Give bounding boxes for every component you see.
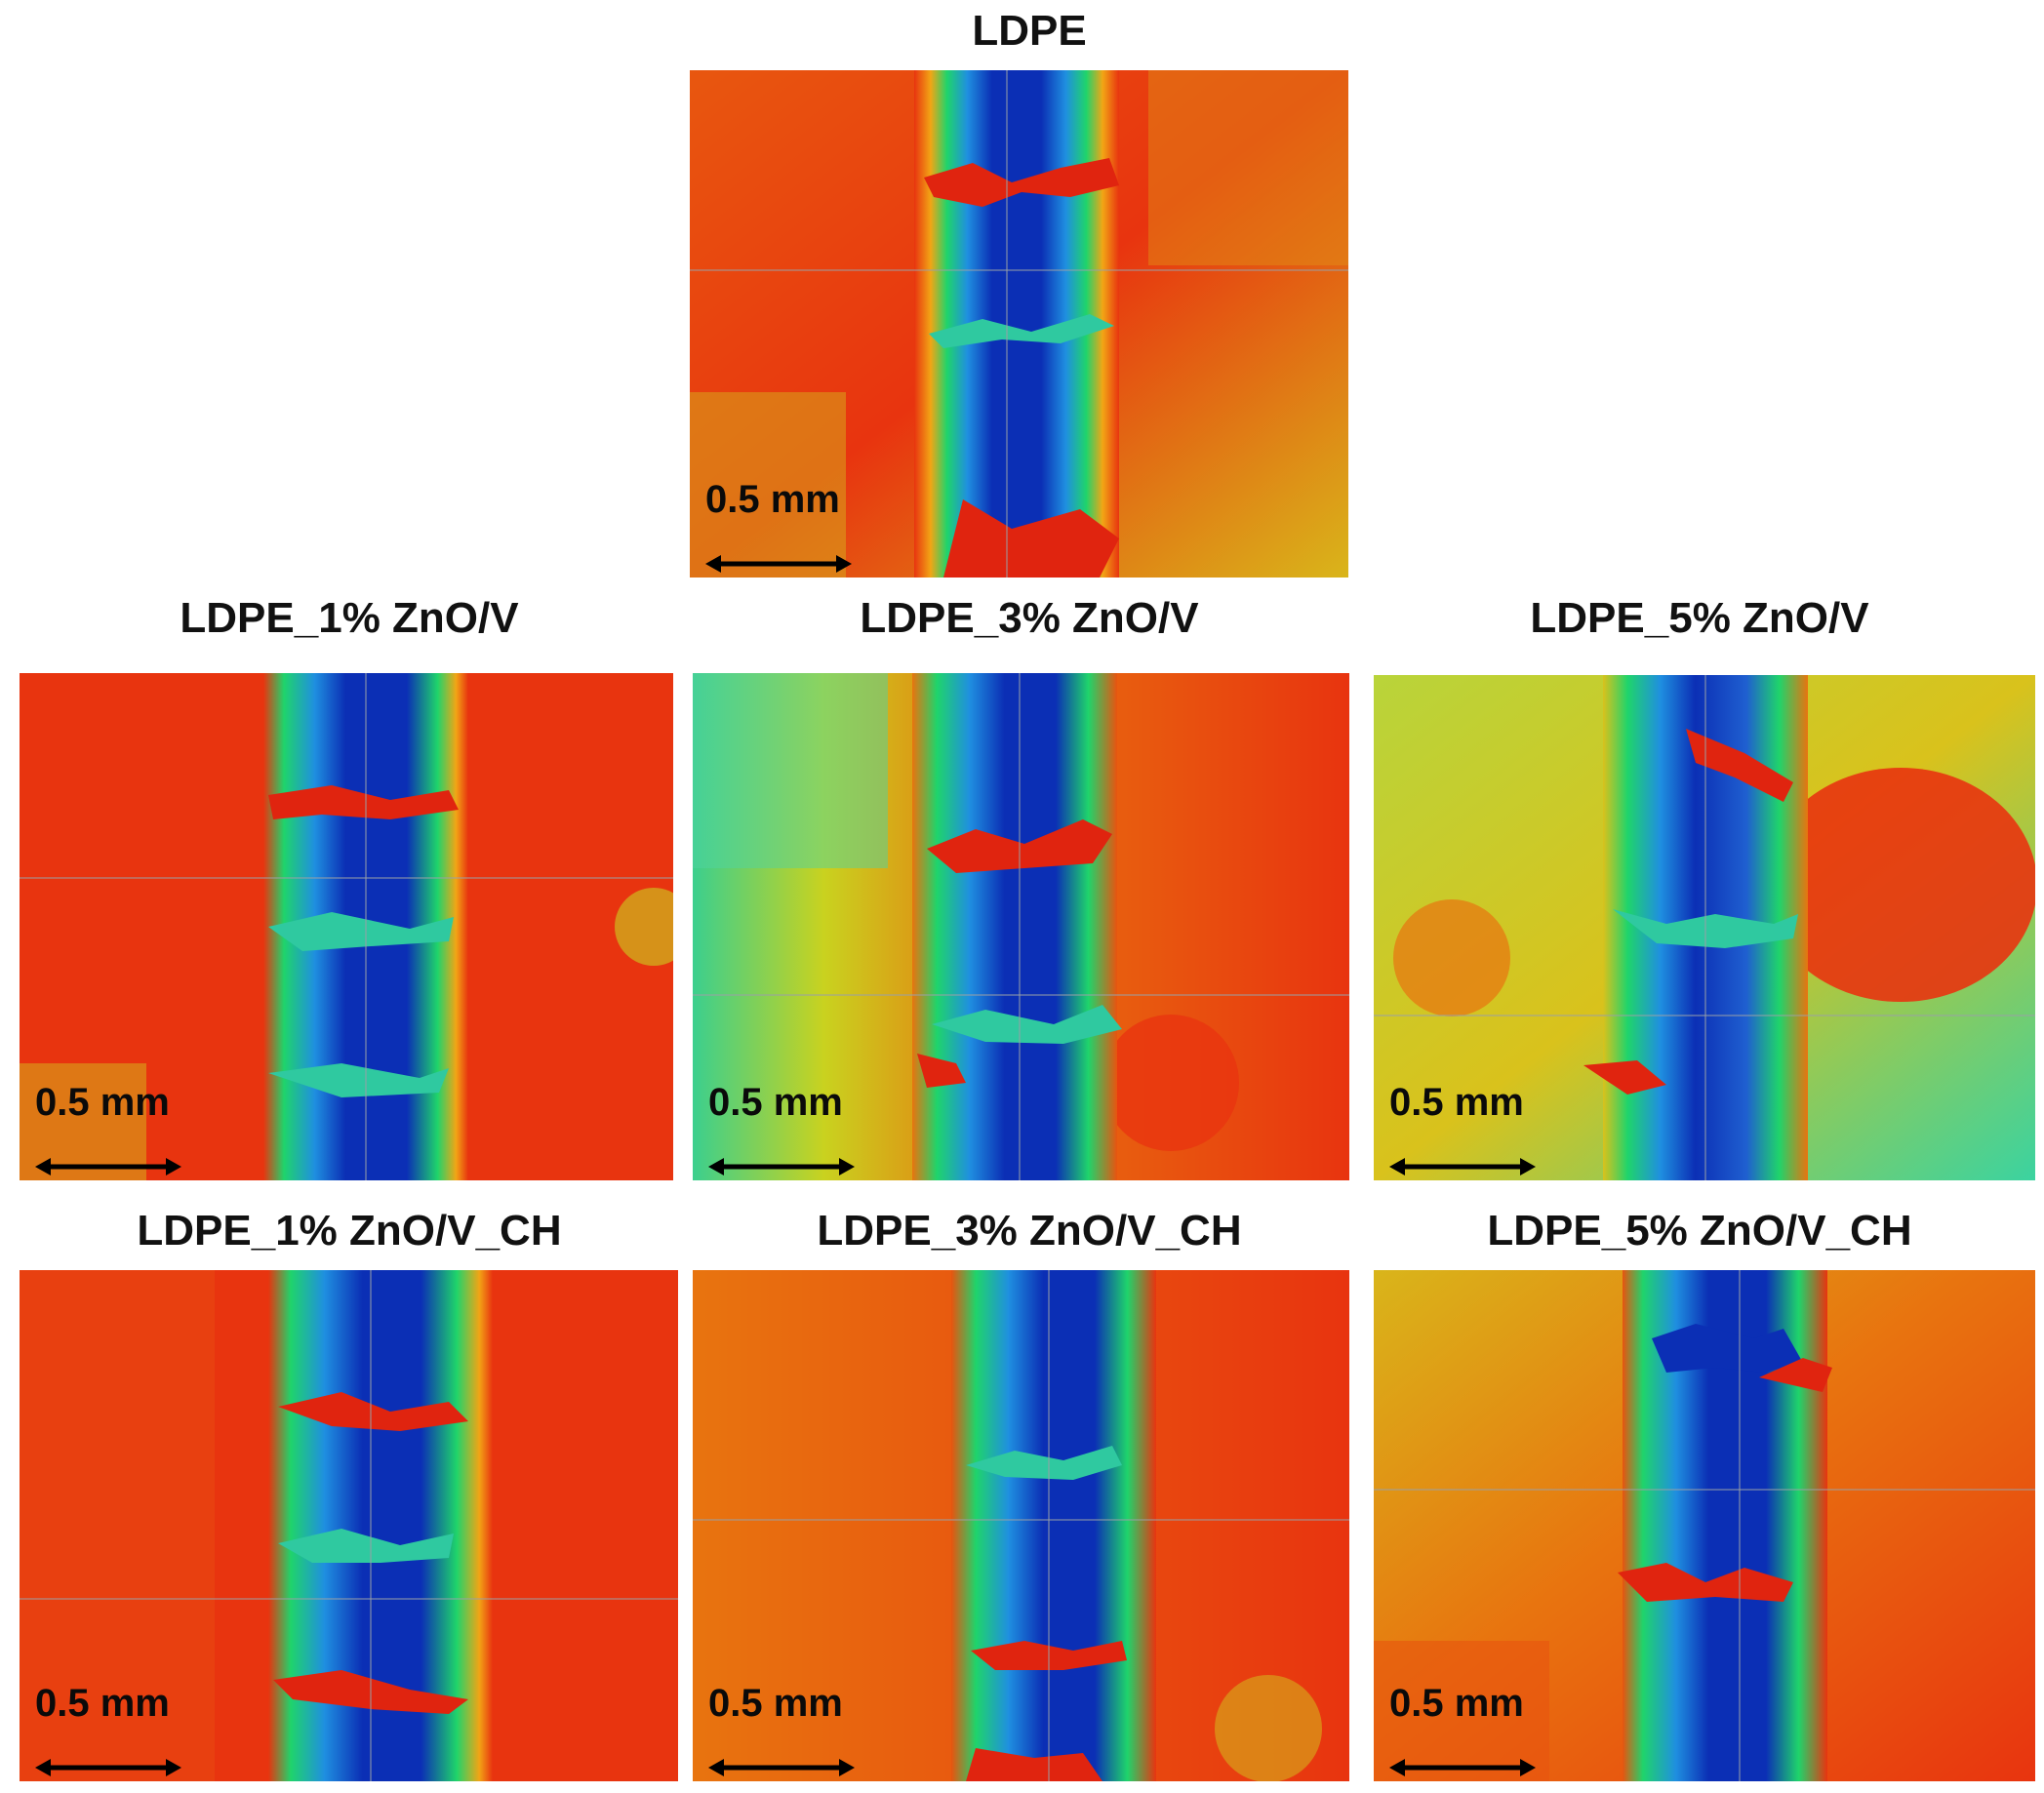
double-arrow-icon — [1389, 1158, 1536, 1175]
scale-bar-label: 0.5 mm — [35, 1682, 170, 1725]
scale-bar-label: 0.5 mm — [705, 478, 840, 521]
scale-bar: 0.5 mm — [1389, 1682, 1536, 1776]
panel-title-ch5: LDPE_5% ZnO/V_CH — [1487, 1207, 1912, 1255]
double-arrow-icon — [705, 555, 852, 573]
height-map-image — [1374, 1270, 2035, 1781]
double-arrow-icon — [35, 1158, 181, 1175]
height-map-zn5: 0.5 mm — [1374, 675, 2035, 1180]
double-arrow-icon — [1389, 1759, 1536, 1776]
panel-title-ch3: LDPE_3% ZnO/V_CH — [817, 1207, 1242, 1255]
height-map-ldpe: 0.5 mm — [690, 70, 1348, 578]
panel-title-zn3: LDPE_3% ZnO/V — [860, 594, 1199, 642]
double-arrow-icon — [35, 1759, 181, 1776]
height-map-ch3: 0.5 mm — [693, 1270, 1349, 1781]
scale-bar: 0.5 mm — [708, 1081, 855, 1175]
scale-bar-label: 0.5 mm — [708, 1081, 843, 1124]
height-map-ch5: 0.5 mm — [1374, 1270, 2035, 1781]
scale-bar: 0.5 mm — [708, 1682, 855, 1776]
panel-title-ldpe: LDPE — [972, 7, 1087, 55]
height-map-zn1: 0.5 mm — [20, 673, 673, 1180]
scale-bar: 0.5 mm — [35, 1081, 181, 1175]
scale-bar-label: 0.5 mm — [1389, 1682, 1524, 1725]
height-map-ch1: 0.5 mm — [20, 1270, 678, 1781]
scale-bar-label: 0.5 mm — [35, 1081, 170, 1124]
height-map-image — [690, 70, 1348, 578]
double-arrow-icon — [708, 1158, 855, 1175]
height-map-zn3: 0.5 mm — [693, 673, 1349, 1180]
panel-title-zn1: LDPE_1% ZnO/V — [180, 594, 519, 642]
height-map-image — [20, 673, 673, 1180]
panel-title-ch1: LDPE_1% ZnO/V_CH — [137, 1207, 562, 1255]
double-arrow-icon — [708, 1759, 855, 1776]
panel-title-zn5: LDPE_5% ZnO/V — [1530, 594, 1869, 642]
height-map-image — [693, 673, 1349, 1180]
scale-bar-label: 0.5 mm — [708, 1682, 843, 1725]
scale-bar: 0.5 mm — [705, 478, 852, 573]
height-map-image — [20, 1270, 678, 1781]
height-map-image — [1374, 675, 2035, 1180]
scale-bar: 0.5 mm — [1389, 1081, 1536, 1175]
height-map-image — [693, 1270, 1349, 1781]
scale-bar-label: 0.5 mm — [1389, 1081, 1524, 1124]
scale-bar: 0.5 mm — [35, 1682, 181, 1776]
